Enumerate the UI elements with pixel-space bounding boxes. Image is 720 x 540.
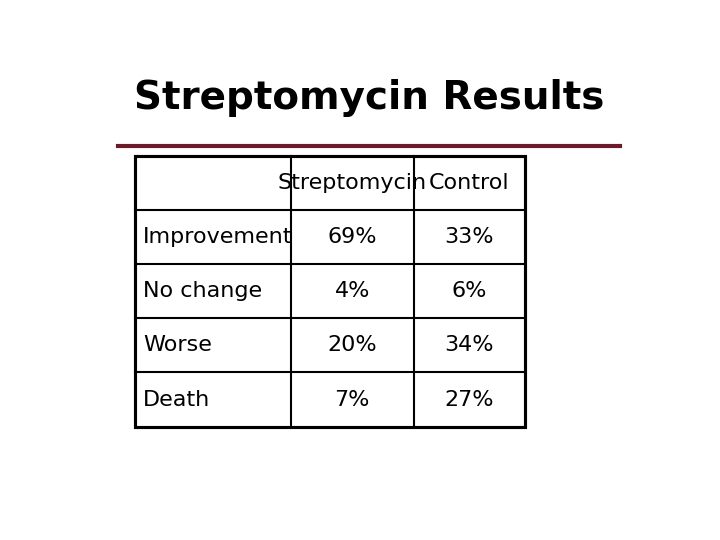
Text: 69%: 69% [328, 227, 377, 247]
Text: 27%: 27% [445, 389, 494, 409]
Text: Improvement: Improvement [143, 227, 292, 247]
Text: 34%: 34% [445, 335, 494, 355]
Text: Control: Control [429, 173, 510, 193]
Text: Worse: Worse [143, 335, 212, 355]
Text: Death: Death [143, 389, 210, 409]
Text: 20%: 20% [328, 335, 377, 355]
Text: Streptomycin Results: Streptomycin Results [134, 79, 604, 117]
Text: 4%: 4% [335, 281, 370, 301]
Text: 33%: 33% [445, 227, 494, 247]
Text: No change: No change [143, 281, 262, 301]
Text: 6%: 6% [451, 281, 487, 301]
Bar [135, 156, 526, 427]
Text: 7%: 7% [335, 389, 370, 409]
Text: Streptomycin: Streptomycin [278, 173, 427, 193]
